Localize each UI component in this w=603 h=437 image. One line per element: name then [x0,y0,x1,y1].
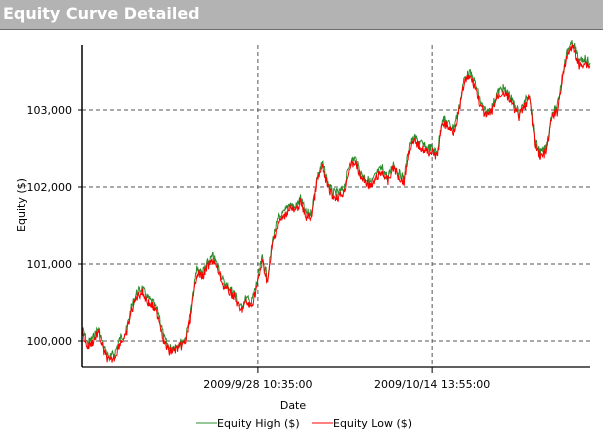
legend-item-high: Equity High ($) [196,417,300,430]
legend-label-low: Equity Low ($) [333,417,412,430]
x-tick-label: 2009/10/14 13:55:00 [374,378,490,391]
y-axis-label: Equity ($) [15,178,28,232]
title-bar: Equity Curve Detailed [0,0,603,30]
y-tick-label: 100,000 [27,335,73,348]
y-tick-label: 103,000 [27,104,73,117]
legend-label-high: Equity High ($) [217,417,300,430]
series-line-equity-low [81,43,591,363]
x-axis-label: Date [280,399,307,412]
x-tick-label: 2009/9/28 10:35:00 [203,378,312,391]
y-tick-label: 101,000 [27,258,73,271]
y-tick-label: 102,000 [27,181,73,194]
chart-title: Equity Curve Detailed [3,4,200,23]
legend-item-low: Equity Low ($) [312,417,412,430]
